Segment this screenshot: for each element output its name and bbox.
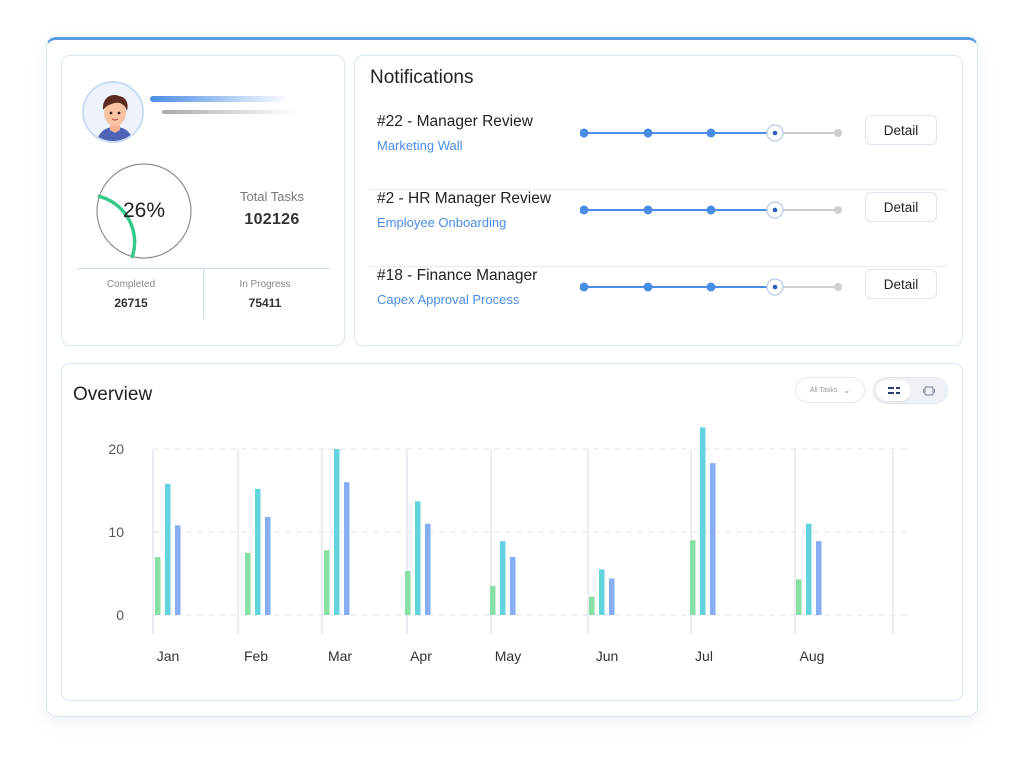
bar	[599, 569, 605, 615]
stepper-step-done	[706, 282, 716, 292]
stepper-step-done	[643, 282, 653, 292]
bar	[490, 585, 496, 615]
task-filter-select[interactable]: All Tasks ⌄	[795, 377, 865, 403]
bar	[155, 556, 161, 615]
bar	[700, 427, 706, 615]
completion-percent: 26%	[122, 199, 166, 222]
stepper-step-done	[643, 205, 653, 215]
profile-role-placeholder	[162, 110, 297, 114]
notification-workflow-link[interactable]: Employee Onboarding	[377, 215, 507, 230]
bar	[806, 523, 812, 615]
notifications-card: Notifications #22 - Manager Review Marke…	[354, 55, 963, 346]
user-avatar-icon	[84, 83, 142, 141]
notification-item: #18 - Finance Manager Capex Approval Pro…	[370, 267, 947, 344]
bar	[265, 517, 271, 615]
in-progress-label: In Progress	[239, 279, 291, 290]
stepper-step-current-dot	[772, 284, 778, 290]
overview-bar-chart: 0 10 20 Jan Feb Mar Apr May Jun Jul Aug	[108, 427, 908, 664]
in-progress-value: 75411	[248, 296, 282, 310]
bar	[816, 541, 822, 615]
bar	[165, 483, 171, 615]
notification-name: #22 - Manager Review	[377, 113, 533, 130]
completed-label: Completed	[106, 279, 156, 290]
stepper-step-done	[580, 205, 589, 215]
stepper-step-pending	[834, 206, 842, 214]
stats-separator	[203, 269, 204, 319]
completion-arc	[97, 194, 137, 259]
notification-name: #2 - HR Manager Review	[377, 190, 552, 207]
x-tick-label: Feb	[244, 648, 268, 664]
stepper-step-done	[706, 205, 716, 215]
bar	[710, 463, 716, 615]
stepper-step-pending	[834, 283, 842, 291]
bar	[255, 488, 261, 615]
card-view-button[interactable]	[911, 380, 946, 401]
chevron-down-icon: ⌄	[843, 385, 851, 395]
view-toggle	[873, 377, 948, 404]
y-tick-label: 20	[108, 441, 124, 457]
notification-item: #22 - Manager Review Marketing Wall Deta…	[370, 113, 947, 190]
progress-stepper	[580, 201, 842, 219]
total-tasks-value: 102126	[244, 211, 300, 228]
y-tick-label: 10	[108, 524, 124, 540]
overview-title: Overview	[73, 384, 153, 405]
stepper-step-pending	[834, 129, 842, 137]
stepper-step-done	[706, 128, 716, 138]
profile-name-placeholder	[150, 96, 290, 102]
bar	[425, 523, 431, 615]
x-tick-label: Jan	[157, 648, 180, 664]
total-tasks-label: Total Tasks	[239, 189, 305, 204]
stepper-step-done	[580, 282, 589, 292]
bar	[175, 525, 181, 615]
x-tick-label: May	[495, 648, 521, 664]
stepper-step-done	[643, 128, 653, 138]
notification-workflow-link[interactable]: Marketing Wall	[377, 138, 463, 153]
list-view-icon	[887, 386, 900, 394]
bar	[415, 501, 421, 615]
bar	[500, 541, 506, 615]
profile-card: 26% Total Tasks 102126 Completed 26715 I…	[61, 55, 345, 346]
notification-item: #2 - HR Manager Review Employee Onboardi…	[370, 190, 947, 267]
stepper-step-current-dot	[772, 130, 778, 136]
bar	[609, 578, 615, 615]
notification-workflow-link[interactable]: Capex Approval Process	[377, 292, 520, 307]
bar	[690, 540, 696, 615]
card-view-icon	[922, 385, 935, 396]
avatar[interactable]	[82, 81, 144, 143]
stats-divider	[77, 268, 330, 269]
bar	[405, 571, 411, 615]
bar	[510, 556, 516, 615]
list-view-button[interactable]	[876, 380, 911, 401]
x-tick-label: Jun	[596, 648, 619, 664]
detail-button[interactable]: Detail	[865, 115, 937, 145]
task-filter-value: All Tasks	[809, 386, 838, 394]
x-tick-label: Mar	[328, 648, 352, 664]
completed-value: 26715	[114, 296, 148, 310]
notifications-title: Notifications	[370, 67, 474, 88]
detail-button[interactable]: Detail	[865, 269, 937, 299]
bar	[245, 552, 251, 615]
x-tick-label: Aug	[800, 648, 825, 664]
bar	[589, 596, 595, 615]
x-tick-label: Apr	[410, 648, 432, 664]
bar	[796, 579, 802, 615]
bar	[334, 449, 340, 615]
overview-card: 0 10 20 Jan Feb Mar Apr May Jun Jul Aug Overview A…	[61, 363, 963, 701]
progress-stepper	[580, 278, 842, 296]
bar	[324, 550, 330, 615]
y-tick-label: 0	[116, 607, 124, 623]
notification-name: #18 - Finance Manager	[377, 267, 538, 284]
detail-button[interactable]: Detail	[865, 192, 937, 222]
bar	[344, 482, 350, 615]
x-tick-label: Jul	[695, 648, 713, 664]
stepper-step-current-dot	[772, 207, 778, 213]
completion-ring	[96, 163, 192, 259]
progress-stepper	[580, 124, 842, 142]
stepper-step-done	[580, 128, 589, 138]
